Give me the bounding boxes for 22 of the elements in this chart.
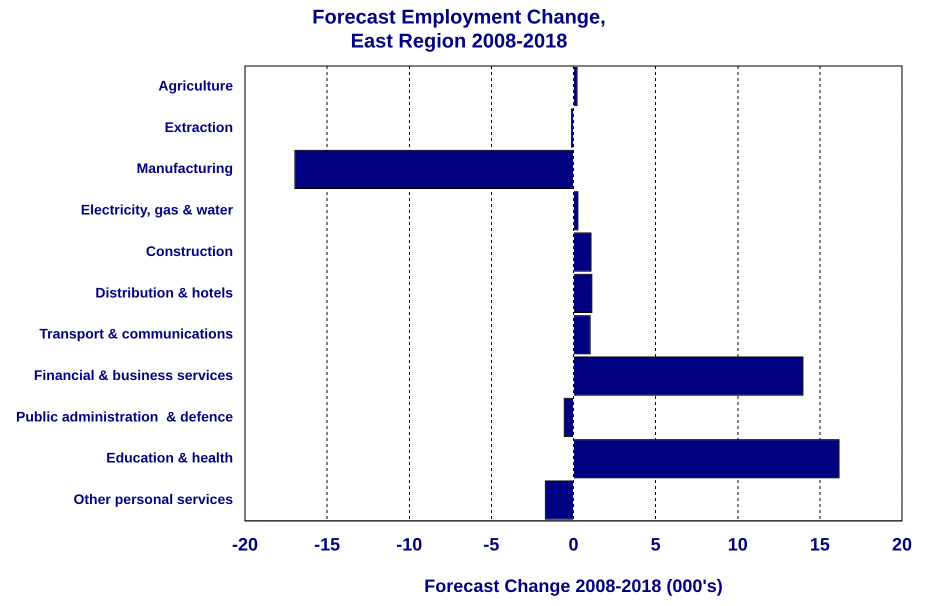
- x-tick-label: 0: [568, 534, 579, 555]
- y-tick-label: Public administration & defence: [16, 408, 234, 424]
- y-tick-label: Construction: [146, 242, 234, 259]
- y-tick-label: Financial & business services: [34, 366, 234, 383]
- y-tick-label: Education & health: [106, 450, 234, 466]
- chart-title: Forecast Employment Change, East Region 2008-2018: [312, 6, 606, 53]
- y-tick-label: Agriculture: [158, 78, 234, 94]
- x-tick-label: -20: [232, 534, 258, 555]
- x-tick-label: 10: [728, 534, 748, 555]
- x-axis-title: Forecast Change 2008-2018 (000's): [424, 576, 723, 596]
- x-tick-label: 15: [810, 534, 830, 555]
- x-tick-label: -5: [483, 534, 500, 555]
- x-tick-label: -10: [396, 534, 422, 555]
- x-tick-label: 5: [650, 534, 661, 555]
- x-tick-label: -15: [314, 534, 340, 555]
- y-tick-label: Distribution & hotels: [95, 284, 234, 300]
- y-tick-label: Manufacturing: [136, 160, 234, 176]
- y-tick-label: Extraction: [164, 118, 234, 135]
- y-tick-label: Transport & communications: [39, 326, 234, 342]
- x-tick-label: 20: [892, 534, 912, 555]
- y-tick-label: Other personal services: [74, 490, 234, 507]
- y-tick-label: Electricity, gas & water: [80, 202, 234, 218]
